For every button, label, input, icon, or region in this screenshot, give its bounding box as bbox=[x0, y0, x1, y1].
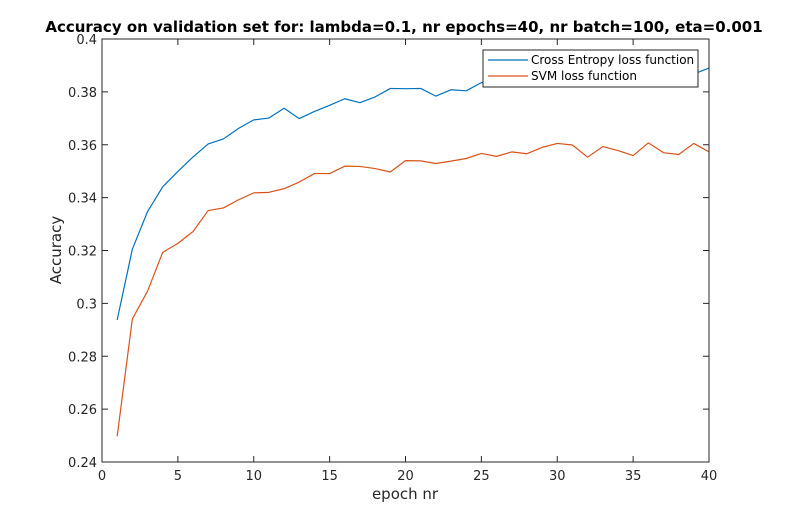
x-tick-label: 15 bbox=[321, 469, 338, 484]
x-tick-label: 0 bbox=[98, 469, 106, 484]
x-axis-label: epoch nr bbox=[372, 485, 439, 503]
series-line-svm bbox=[116, 142, 710, 437]
y-tick-label: 0.24 bbox=[68, 456, 97, 471]
y-tick-label: 0.34 bbox=[68, 192, 97, 207]
x-tick-label: 5 bbox=[174, 469, 182, 484]
legend-label-svm: SVM loss function bbox=[531, 69, 637, 83]
legend: Cross Entropy loss function SVM loss fun… bbox=[482, 49, 699, 88]
chart-title: Accuracy on validation set for: lambda=0… bbox=[45, 18, 762, 36]
y-tick-label: 0.26 bbox=[68, 403, 97, 418]
legend-box bbox=[482, 49, 699, 88]
y-tick-label: 0.36 bbox=[68, 139, 97, 154]
x-tick-label: 30 bbox=[549, 469, 566, 484]
plot-area bbox=[102, 39, 709, 462]
y-tick-label: 0.3 bbox=[76, 297, 97, 312]
legend-label-cross-entropy: Cross Entropy loss function bbox=[531, 53, 694, 67]
y-tick-label: 0.4 bbox=[76, 33, 97, 48]
x-tick-label: 35 bbox=[625, 469, 642, 484]
x-tick-label: 20 bbox=[397, 469, 414, 484]
x-tick-label: 40 bbox=[701, 469, 718, 484]
y-tick-label: 0.38 bbox=[68, 86, 97, 101]
y-tick-label: 0.28 bbox=[68, 350, 97, 365]
y-axis-label: Accuracy bbox=[47, 216, 65, 285]
x-tick-label: 25 bbox=[473, 469, 490, 484]
x-tick-label: 10 bbox=[245, 469, 262, 484]
ticks-layer: 0 5 10 15 20 25 30 35 40 0.24 0.26 0.28 0.3 0.32 0.34 0… bbox=[68, 33, 717, 484]
y-tick-label: 0.32 bbox=[68, 245, 97, 260]
